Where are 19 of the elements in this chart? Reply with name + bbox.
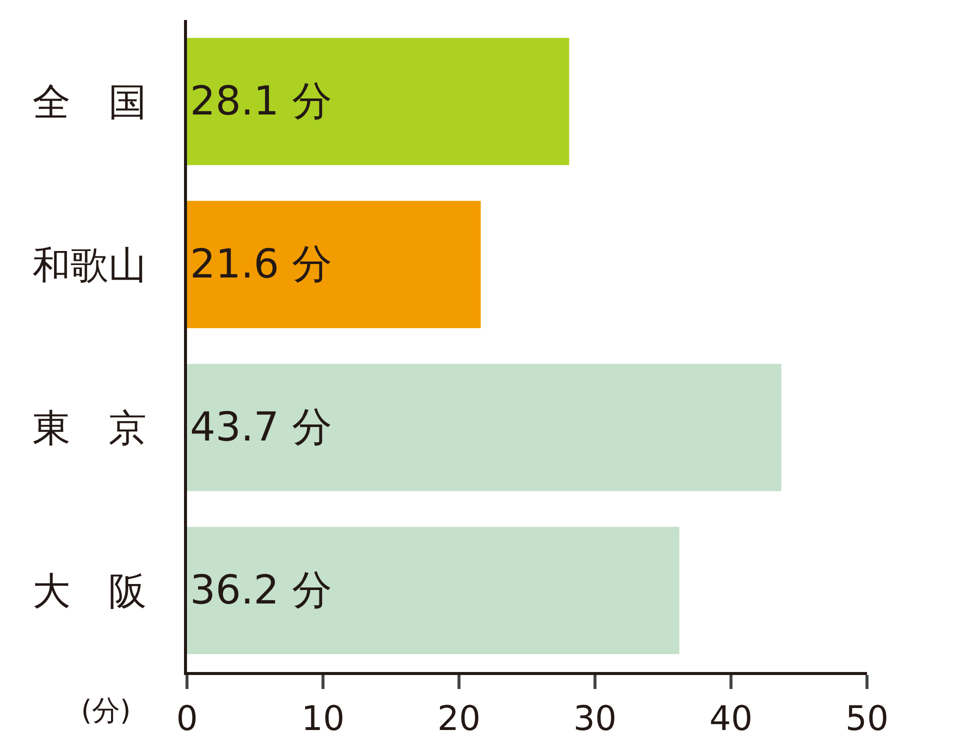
x-tick-label: 10: [301, 698, 345, 739]
y-tick-label: 大 阪: [32, 568, 146, 613]
y-tick-label: 和歌山: [32, 242, 146, 287]
y-tick-label: 全 国: [32, 80, 146, 124]
x-tick-label: 40: [709, 698, 753, 739]
bar: [187, 526, 680, 654]
x-tick-label: 0: [176, 698, 198, 739]
bar: [187, 200, 481, 328]
x-tick-label: 20: [437, 698, 481, 739]
x-tick-label: 30: [573, 698, 617, 739]
bar: [187, 364, 782, 492]
data-label: 36.2 分: [190, 568, 332, 614]
data-label: 43.7 分: [190, 404, 332, 450]
x-axis-title: (分): [81, 694, 131, 727]
bar: [187, 38, 570, 166]
data-label: 21.6 分: [190, 242, 332, 288]
x-tick-label: 50: [845, 698, 889, 739]
data-label: 28.1 分: [190, 78, 332, 124]
y-tick-label: 東 京: [32, 406, 146, 450]
